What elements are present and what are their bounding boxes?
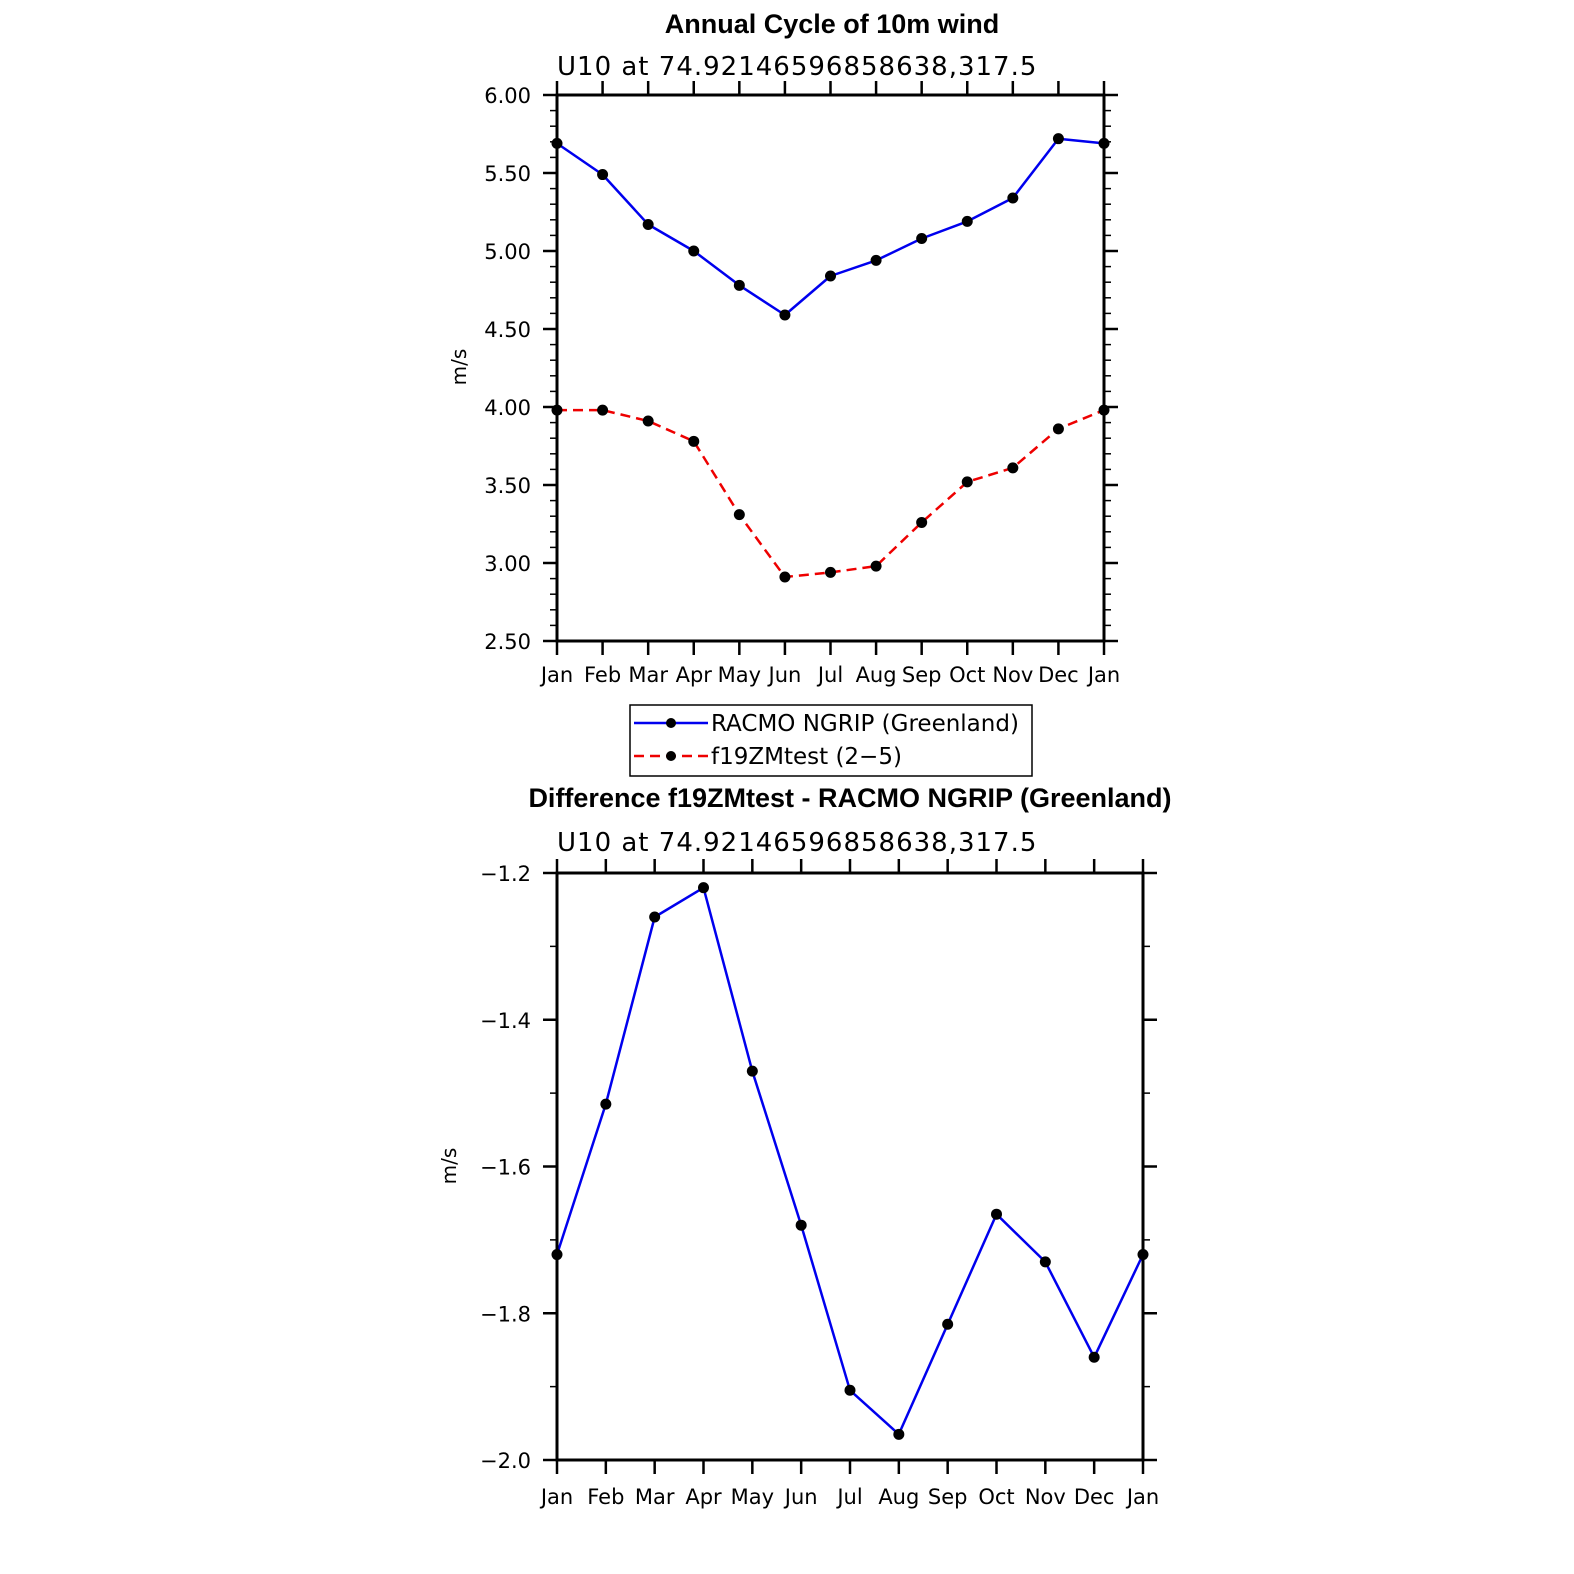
y-axis-label: m/s (437, 1148, 461, 1185)
data-point-0-9 (961, 215, 973, 227)
data-point-1-10 (1007, 462, 1019, 474)
y-tick-label: 4.00 (484, 396, 531, 420)
x-tick-label: Aug (878, 1485, 919, 1509)
x-tick-label: Jul (835, 1485, 862, 1509)
x-tick-label: May (718, 663, 761, 687)
x-tick-label: Dec (1074, 1485, 1115, 1509)
annual-cycle-chart: Annual Cycle of 10m wind U10 at 74.92146… (447, 9, 1120, 687)
data-point-1-5 (779, 571, 791, 583)
x-tick-label: May (731, 1485, 774, 1509)
data-point-0-1 (597, 169, 609, 181)
x-tick-label: Apr (676, 663, 713, 687)
series-line-0 (555, 886, 1145, 1436)
legend-label-f19: f19ZMtest (2−5) (711, 744, 902, 770)
chart-title: Annual Cycle of 10m wind (665, 9, 1000, 39)
plot-frame (555, 93, 1106, 643)
x-tick-label: Aug (856, 663, 897, 687)
legend: RACMO NGRIP (Greenland) f19ZMtest (2−5) (629, 704, 1033, 777)
y-tick-label: 3.50 (484, 474, 531, 498)
data-point-0-1 (600, 1098, 612, 1110)
y-tick-label: −1.2 (480, 862, 531, 886)
data-point-0-4 (733, 279, 745, 291)
y-tick-label: −1.4 (480, 1009, 531, 1033)
x-tick-label: Mar (635, 1485, 675, 1509)
x-tick-label: Sep (928, 1485, 968, 1509)
data-point-1-4 (733, 509, 745, 521)
y-tick-label: −2.0 (480, 1449, 531, 1473)
legend-label-racmo: RACMO NGRIP (Greenland) (711, 711, 1019, 737)
data-point-0-6 (825, 270, 836, 282)
x-tick-label: Feb (584, 663, 621, 687)
x-tick-label: Jun (783, 1485, 818, 1509)
data-point-1-3 (688, 435, 700, 447)
x-tick-label: Oct (978, 1485, 1014, 1509)
series-line-0 (556, 137, 1105, 317)
y-tick-label: 4.50 (484, 318, 531, 342)
y-tick-label: −1.6 (480, 1156, 531, 1180)
data-point-0-8 (942, 1318, 954, 1330)
data-point-0-4 (746, 1065, 758, 1077)
x-tick-label: Nov (992, 663, 1033, 687)
chart-title: Difference f19ZMtest - RACMO NGRIP (Gree… (528, 783, 1171, 813)
data-point-0-10 (1007, 192, 1019, 204)
y-tick-label: 2.50 (484, 630, 531, 654)
x-tick-label: Jan (1125, 1485, 1159, 1509)
data-point-0-7 (870, 254, 882, 266)
x-tick-label: Jan (1086, 663, 1120, 687)
y-tick-label: 5.50 (484, 162, 531, 186)
data-point-0-3 (698, 882, 709, 894)
x-tick-label: Apr (685, 1485, 722, 1509)
x-tick-label: Jul (816, 663, 843, 687)
x-tick-label: Mar (628, 663, 668, 687)
data-point-1-8 (916, 516, 928, 528)
data-point-0-5 (779, 309, 791, 321)
data-point-0-11 (1052, 133, 1064, 145)
data-point-0-2 (649, 911, 661, 923)
data-point-0-2 (642, 218, 654, 230)
data-point-1-7 (870, 560, 882, 572)
chart-subtitle: U10 at 74.92146596858638,317.5 (557, 52, 1037, 82)
data-point-1-6 (825, 566, 836, 578)
legend-marker-f19 (666, 751, 676, 761)
chart-subtitle: U10 at 74.92146596858638,317.5 (557, 828, 1037, 858)
legend-marker-racmo (666, 718, 676, 728)
y-tick-label: −1.8 (480, 1302, 531, 1326)
data-point-0-9 (991, 1208, 1002, 1220)
y-axis-label: m/s (447, 349, 471, 386)
x-tick-label: Jun (767, 663, 802, 687)
data-point-0-10 (1039, 1256, 1051, 1268)
y-tick-label: 3.00 (484, 552, 531, 576)
plot-frame (555, 871, 1145, 1462)
data-point-0-6 (844, 1384, 856, 1396)
data-point-1-1 (597, 404, 609, 416)
x-tick-label: Sep (902, 663, 942, 687)
data-point-1-11 (1052, 423, 1064, 435)
x-tick-label: Feb (587, 1485, 624, 1509)
x-tick-label: Oct (949, 663, 985, 687)
x-tick-label: Jan (539, 663, 573, 687)
x-tick-label: Jan (539, 1485, 573, 1509)
difference-chart: Difference f19ZMtest - RACMO NGRIP (Gree… (437, 783, 1172, 1509)
data-point-1-2 (642, 415, 654, 427)
x-tick-label: Dec (1038, 663, 1079, 687)
data-point-0-8 (916, 233, 928, 245)
y-tick-label: 5.00 (484, 240, 531, 264)
x-tick-label: Nov (1025, 1485, 1066, 1509)
data-point-0-3 (688, 245, 700, 257)
legend-box (629, 704, 1033, 777)
data-point-0-11 (1088, 1351, 1100, 1363)
y-tick-label: 6.00 (484, 84, 531, 108)
data-point-0-5 (795, 1219, 807, 1231)
data-point-1-9 (961, 476, 973, 488)
series-line-1 (557, 408, 1105, 579)
data-point-0-7 (893, 1428, 905, 1440)
